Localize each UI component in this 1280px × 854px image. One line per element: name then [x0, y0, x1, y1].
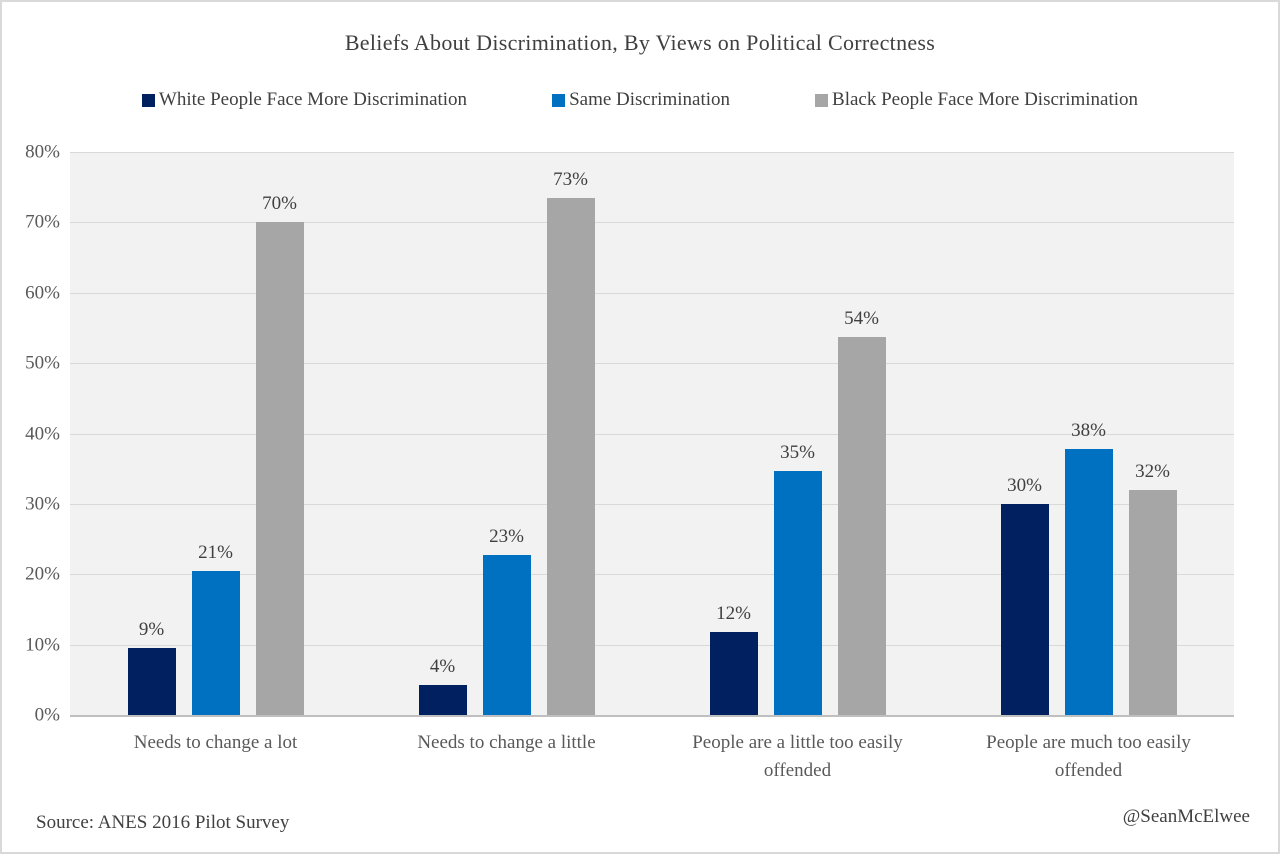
bar	[418, 685, 467, 715]
bar-value-label: 4%	[429, 656, 456, 678]
plot-area: 9% 21% 70% 4% 23% 73% 12% 35% 54% 30% 38% 32%	[70, 152, 1234, 717]
bar	[127, 648, 176, 715]
category-label: Needs to change a lot	[133, 732, 298, 753]
y-axis-tick-label: 40%	[25, 423, 60, 444]
author-handle: @SeanMcElwee	[1122, 806, 1250, 827]
x-axis-labels: Needs to change a lot Needs to change a l…	[70, 729, 1234, 784]
bar-value-label: 32%	[1135, 460, 1170, 482]
legend-swatch-black	[815, 93, 829, 107]
y-axis-tick-label: 60%	[25, 282, 60, 304]
legend-label-same: Same Discrimination	[569, 89, 731, 110]
bar-value-label: 54%	[844, 308, 879, 330]
bar-value-label: 23%	[489, 526, 524, 548]
bar	[482, 555, 531, 715]
y-axis-tick-label: 50%	[25, 352, 60, 374]
gridline	[70, 503, 1234, 505]
y-axis-tick-label: 30%	[25, 493, 60, 515]
bar-value-label: 9%	[138, 619, 165, 641]
y-axis-tick-label: 0%	[34, 704, 60, 726]
y-axis-tick-label: 20%	[25, 563, 60, 585]
legend-label-white: White People Face More Discrimination	[158, 89, 468, 110]
legend: White People Face More Discrimination Sa…	[2, 89, 1278, 111]
y-axis-tick-label: 80%	[25, 141, 60, 163]
gridline	[70, 363, 1234, 365]
y-axis: 0% 10% 20% 30% 40% 50% 60% 70% 80%	[2, 143, 60, 725]
bar-value-label: 38%	[1071, 419, 1106, 441]
legend-swatch-same	[552, 93, 566, 107]
bar	[546, 198, 595, 715]
legend-item-white: White People Face More Discrimination	[141, 89, 468, 111]
category-label: Needs to change a little	[417, 732, 596, 753]
bar	[1128, 489, 1177, 715]
bar	[1000, 503, 1049, 715]
gridline	[70, 433, 1234, 435]
bar-value-label: 70%	[262, 193, 297, 215]
y-axis-tick-label: 70%	[25, 211, 60, 233]
bar-value-label: 12%	[716, 602, 751, 624]
legend-item-same: Same Discrimination	[552, 89, 730, 111]
gridline	[70, 222, 1234, 224]
bar	[837, 337, 886, 715]
bar	[191, 570, 240, 715]
legend-label-black: Black People Face More Discrimination	[832, 89, 1139, 110]
chart-title: Beliefs About Discrimination, By Views o…	[344, 30, 936, 55]
gridline	[70, 644, 1234, 646]
gridline	[70, 152, 1234, 153]
y-axis-tick-label: 10%	[25, 634, 60, 656]
bar-value-label: 73%	[553, 169, 588, 191]
bar-value-label: 21%	[198, 541, 233, 563]
source-note: Source: ANES 2016 Pilot Survey	[36, 812, 290, 833]
category-label: People are a little too easily offended	[692, 732, 903, 781]
legend-item-black: Black People Face More Discrimination	[815, 89, 1138, 111]
bar	[773, 470, 822, 715]
bar	[255, 222, 304, 715]
category-label: People are much too easily offended	[986, 732, 1191, 781]
legend-swatch-white	[141, 93, 155, 107]
gridline	[70, 574, 1234, 576]
gridline	[70, 292, 1234, 294]
bar-value-label: 30%	[1007, 474, 1042, 496]
bar	[709, 631, 758, 715]
bar-value-label: 35%	[780, 441, 815, 463]
bar	[1064, 448, 1113, 715]
